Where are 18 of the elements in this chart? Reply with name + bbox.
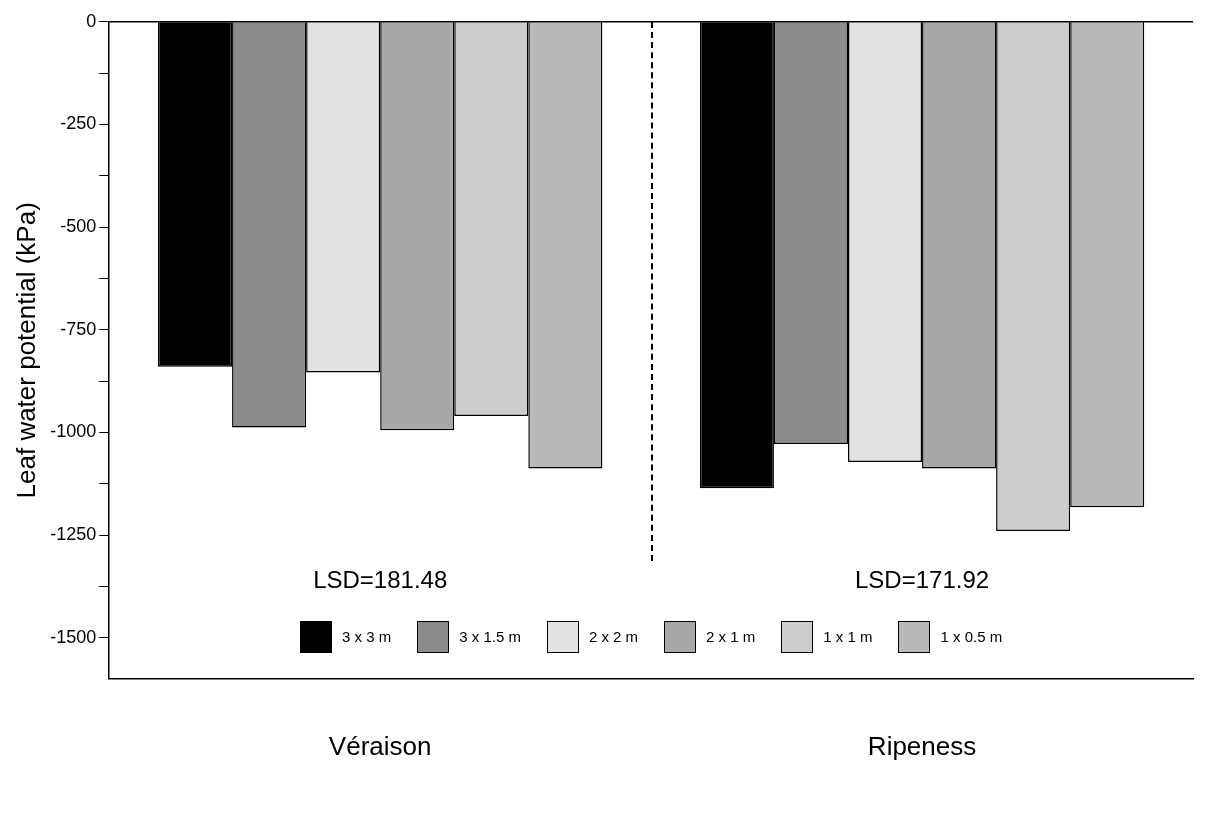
y-tick-label: -500 — [60, 216, 97, 237]
legend-label: 3 x 1.5 m — [459, 628, 521, 646]
y-axis-title: Leaf water potential (kPa) — [10, 202, 41, 499]
y-tick-label: -1500 — [50, 626, 97, 647]
x-tick-label: Ripeness — [867, 730, 977, 761]
y-tick-label: -1000 — [50, 421, 97, 442]
x-tick-label: Véraison — [328, 730, 432, 761]
y-tick-label: -1250 — [50, 524, 97, 545]
legend-label: 1 x 1 m — [823, 628, 873, 646]
legend-label: 3 x 3 m — [342, 628, 392, 646]
annotation: LSD=181.48 — [313, 566, 448, 594]
legend-label: 2 x 2 m — [588, 628, 639, 646]
legend-label: 2 x 1 m — [706, 628, 756, 646]
y-tick-label: 0 — [86, 10, 97, 31]
y-tick-label: -750 — [60, 318, 97, 339]
annotation: LSD=171.92 — [855, 566, 990, 594]
y-tick-label: -250 — [60, 113, 97, 134]
legend-label: 1 x 0.5 m — [940, 628, 1003, 646]
